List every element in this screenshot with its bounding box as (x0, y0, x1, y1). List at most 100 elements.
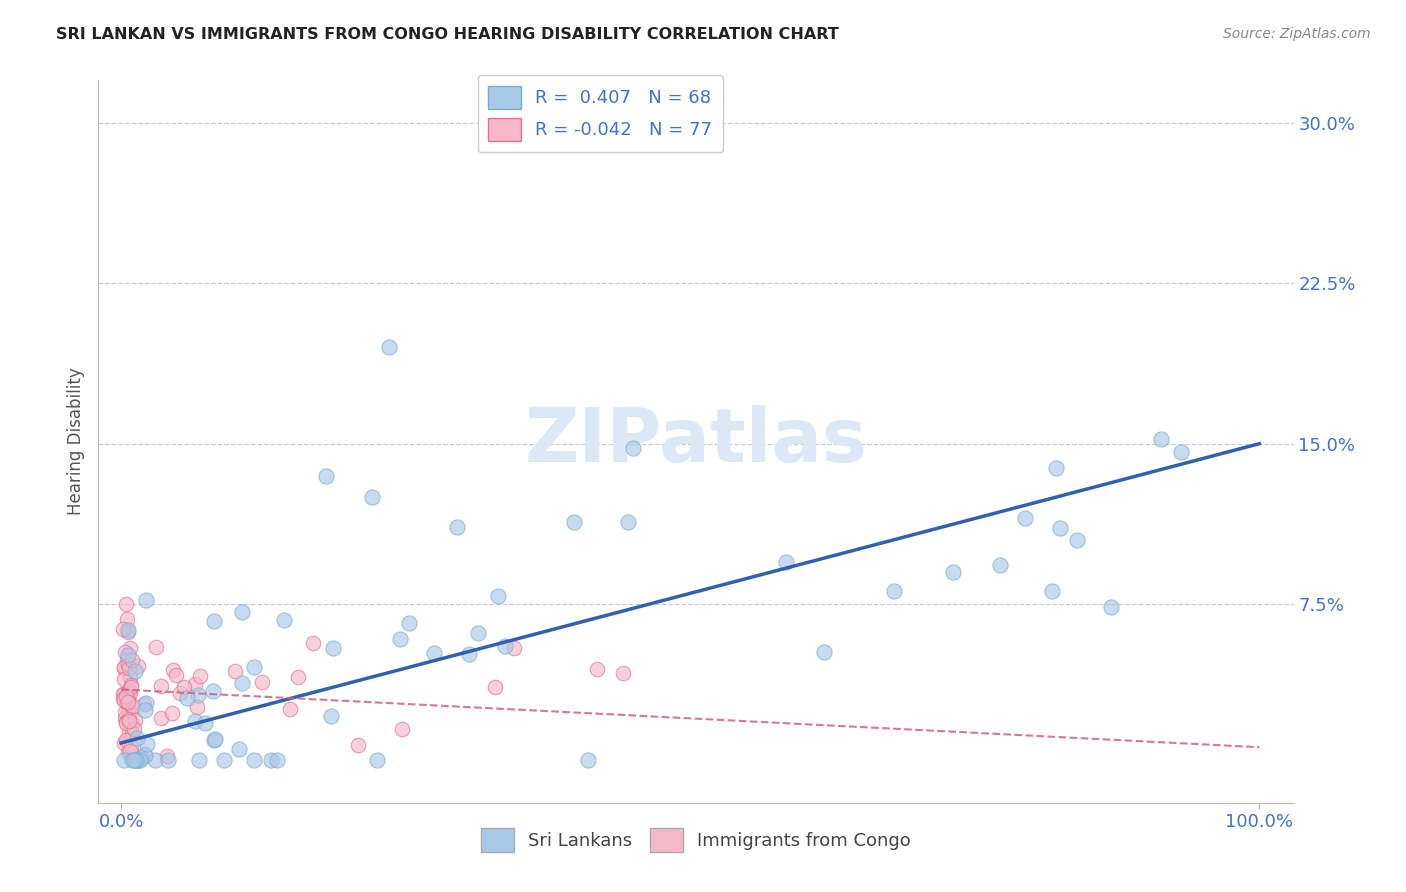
Point (224, 664, 246, 678)
Point (118, 661, 141, 675)
Point (121, 753, 143, 767)
Point (117, 648, 139, 663)
Point (114, 705, 136, 719)
Point (160, 706, 183, 721)
Point (114, 645, 136, 659)
Text: SRI LANKAN VS IMMIGRANTS FROM CONGO HEARING DISABILITY CORRELATION CHART: SRI LANKAN VS IMMIGRANTS FROM CONGO HEAR… (56, 27, 839, 42)
Point (132, 698, 155, 712)
Point (115, 716, 138, 731)
Point (118, 714, 141, 728)
Point (114, 597, 136, 611)
Point (115, 695, 138, 709)
Point (112, 672, 135, 686)
Point (115, 612, 138, 626)
Point (135, 593, 157, 607)
Point (150, 679, 173, 693)
Point (135, 737, 157, 751)
Point (377, 341, 399, 355)
Point (118, 685, 141, 699)
Point (273, 613, 295, 627)
Point (121, 717, 143, 731)
Point (250, 674, 273, 689)
Point (112, 623, 135, 637)
Point (122, 753, 145, 767)
Point (112, 736, 135, 750)
Point (117, 695, 139, 709)
Point (117, 690, 139, 705)
Point (484, 681, 506, 695)
Point (120, 739, 142, 754)
Point (503, 641, 526, 656)
Point (115, 714, 138, 729)
Point (117, 683, 139, 698)
Point (114, 711, 136, 725)
Point (302, 636, 325, 650)
Point (321, 709, 343, 723)
Point (118, 686, 141, 700)
Point (156, 753, 179, 767)
Point (117, 657, 139, 671)
Point (121, 699, 143, 714)
Text: ZIPatlas: ZIPatlas (524, 405, 868, 478)
Point (115, 652, 138, 666)
Point (145, 640, 167, 654)
Point (202, 684, 225, 698)
Point (117, 623, 139, 637)
Point (117, 704, 139, 718)
Point (576, 753, 599, 767)
Point (169, 686, 191, 700)
Point (128, 753, 150, 767)
Point (322, 641, 344, 656)
Point (194, 716, 217, 731)
Point (150, 711, 173, 725)
Point (120, 744, 142, 758)
Point (127, 658, 149, 673)
Point (111, 691, 134, 706)
Point (775, 555, 797, 569)
Point (120, 705, 142, 719)
Point (118, 669, 141, 683)
Point (124, 713, 146, 727)
Point (612, 665, 634, 680)
Point (115, 687, 138, 701)
Point (446, 519, 468, 533)
Point (389, 632, 412, 647)
Point (228, 741, 250, 756)
Point (134, 748, 156, 763)
Point (114, 687, 136, 701)
Point (988, 558, 1011, 573)
Point (360, 490, 382, 504)
Point (813, 645, 835, 659)
Point (143, 753, 166, 767)
Point (212, 753, 235, 767)
Point (1014, 511, 1036, 525)
Point (120, 680, 142, 694)
Point (173, 680, 195, 694)
Point (121, 726, 143, 740)
Point (127, 753, 149, 767)
Point (621, 441, 644, 455)
Point (134, 703, 156, 717)
Point (1066, 533, 1088, 547)
Point (202, 733, 225, 747)
Point (111, 687, 134, 701)
Point (186, 700, 208, 714)
Point (266, 753, 288, 767)
Point (202, 614, 225, 628)
Point (278, 701, 301, 715)
Point (1049, 521, 1071, 535)
Point (346, 738, 368, 752)
Point (398, 615, 420, 630)
Point (243, 660, 266, 674)
Point (132, 747, 155, 761)
Point (1150, 433, 1173, 447)
Point (494, 639, 516, 653)
Point (125, 753, 148, 767)
Point (125, 731, 148, 745)
Point (1045, 461, 1067, 475)
Point (135, 696, 157, 710)
Point (115, 694, 138, 708)
Point (422, 646, 444, 660)
Point (184, 677, 207, 691)
Point (124, 664, 146, 678)
